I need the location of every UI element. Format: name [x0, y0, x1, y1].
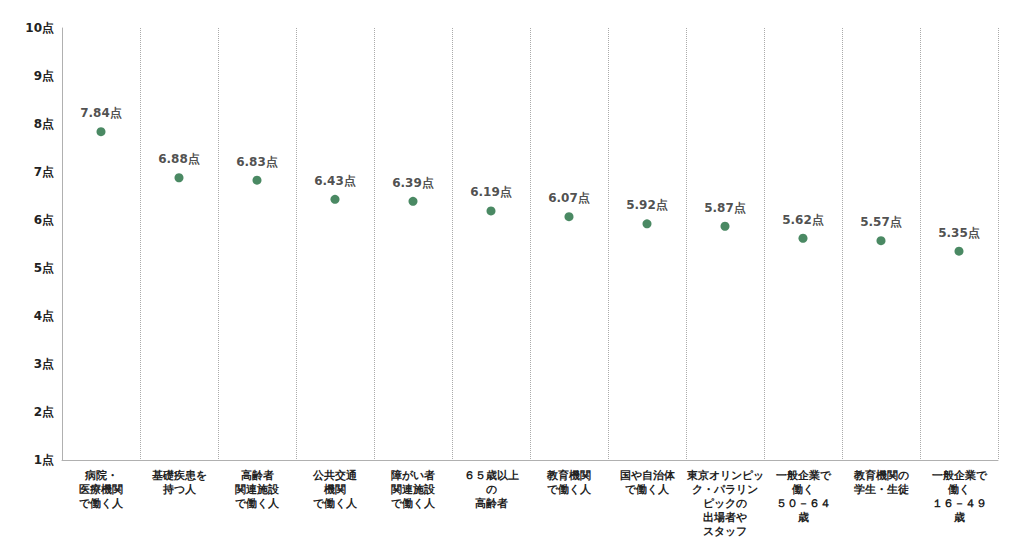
svg-text:教育機関: 教育機関 — [546, 469, 591, 482]
svg-text:教育機関の: 教育機関の — [853, 469, 909, 482]
svg-text:公共交通: 公共交通 — [312, 469, 358, 482]
svg-text:5.62点: 5.62点 — [782, 213, 824, 227]
svg-text:4点: 4点 — [34, 309, 54, 323]
svg-text:持つ人: 持つ人 — [162, 483, 197, 496]
svg-text:関連施設: 関連施設 — [391, 483, 436, 496]
svg-text:6.07点: 6.07点 — [548, 191, 590, 205]
svg-text:で働く人: で働く人 — [313, 497, 358, 510]
svg-text:国や自治体: 国や自治体 — [620, 469, 676, 482]
svg-text:働く: 働く — [947, 483, 970, 496]
svg-text:で働く人: で働く人 — [79, 497, 124, 510]
svg-text:2点: 2点 — [34, 405, 54, 419]
svg-text:5.87点: 5.87点 — [704, 201, 746, 215]
svg-text:5点: 5点 — [34, 261, 54, 275]
svg-text:ク・パラリン: ク・パラリン — [692, 483, 758, 496]
svg-text:6.39点: 6.39点 — [392, 176, 434, 190]
svg-text:8点: 8点 — [34, 117, 54, 131]
svg-text:機関: 機関 — [323, 483, 346, 496]
svg-text:で働く人: で働く人 — [391, 497, 436, 510]
svg-text:医療機関: 医療機関 — [79, 483, 123, 496]
svg-text:出場者や: 出場者や — [703, 511, 747, 524]
svg-text:9点: 9点 — [34, 69, 54, 83]
svg-text:障がい者: 障がい者 — [391, 469, 435, 482]
svg-text:一般企業で: 一般企業で — [776, 469, 832, 482]
svg-text:の: の — [486, 483, 497, 496]
svg-text:スタッフ: スタッフ — [703, 525, 747, 538]
svg-text:3点: 3点 — [34, 357, 54, 371]
svg-text:10点: 10点 — [25, 21, 54, 35]
svg-text:6.88点: 6.88点 — [158, 152, 200, 166]
svg-text:働く: 働く — [791, 483, 814, 496]
svg-text:ピックの: ピックの — [703, 497, 747, 510]
svg-text:高齢者: 高齢者 — [475, 497, 508, 510]
svg-text:で働く人: で働く人 — [547, 483, 592, 496]
svg-text:5.57点: 5.57点 — [860, 215, 902, 229]
svg-text:病院・: 病院・ — [84, 469, 118, 482]
svg-text:6点: 6点 — [34, 213, 54, 227]
svg-text:歳: 歳 — [797, 511, 809, 524]
svg-text:5.35点: 5.35点 — [938, 226, 980, 240]
svg-text:7.84点: 7.84点 — [80, 106, 122, 120]
svg-text:6.19点: 6.19点 — [470, 185, 512, 199]
svg-text:基礎疾患を: 基礎疾患を — [151, 469, 207, 482]
svg-text:学生・生徒: 学生・生徒 — [854, 483, 909, 496]
svg-text:5.92点: 5.92点 — [626, 198, 668, 212]
svg-text:7点: 7点 — [34, 165, 54, 179]
svg-text:で働く人: で働く人 — [625, 483, 670, 496]
svg-text:５０－６４: ５０－６４ — [776, 497, 831, 510]
svg-text:１６－４９: １６－４９ — [932, 497, 987, 510]
svg-text:1点: 1点 — [34, 453, 54, 467]
svg-text:で働く人: で働く人 — [235, 497, 280, 510]
svg-text:歳: 歳 — [953, 511, 965, 524]
svg-text:関連施設: 関連施設 — [235, 483, 280, 496]
svg-text:6.83点: 6.83点 — [236, 155, 278, 169]
svg-text:高齢者: 高齢者 — [241, 469, 274, 482]
svg-text:６５歳以上: ６５歳以上 — [464, 469, 519, 482]
svg-text:一般企業で: 一般企業で — [932, 469, 988, 482]
svg-text:6.43点: 6.43点 — [314, 174, 356, 188]
svg-text:東京オリンピッ: 東京オリンピッ — [686, 469, 764, 482]
